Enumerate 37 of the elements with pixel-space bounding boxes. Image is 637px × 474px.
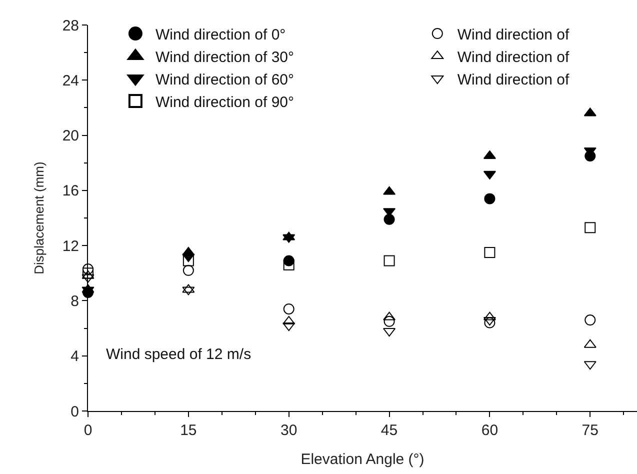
y-tick-label: 0 — [70, 403, 79, 420]
point — [384, 255, 395, 266]
point — [584, 314, 596, 326]
y-tick-label: 28 — [62, 17, 79, 34]
point — [584, 222, 596, 234]
y-tick-label: 20 — [62, 128, 79, 145]
point — [484, 246, 496, 258]
x-tick-label: 15 — [180, 422, 197, 439]
point — [82, 264, 94, 275]
legend-label: Wind direction of 30° — [155, 48, 294, 66]
legend-label: Wind direction of — [457, 71, 570, 88]
legend-label: Wind direction of 90° — [155, 94, 294, 111]
y-tick-label: 24 — [62, 72, 79, 90]
x-tick-label: 30 — [280, 422, 298, 439]
legend-label: Wind direction of 60° — [155, 71, 294, 88]
annotation: Wind speed of 12 m/s — [106, 346, 252, 363]
x-tick-label: 45 — [380, 422, 398, 439]
legend-label: Wind direction of 0° — [155, 26, 286, 44]
legend-label: Wind direction of — [457, 48, 570, 66]
point — [484, 317, 496, 328]
y-tick-label: 16 — [62, 182, 79, 200]
point — [182, 255, 194, 266]
point — [384, 214, 395, 225]
x-tick-label: 75 — [582, 422, 598, 439]
point — [182, 264, 194, 276]
point — [283, 303, 294, 314]
x-axis-title: Elevation Angle (°) — [300, 451, 424, 468]
y-tick-label: 12 — [62, 238, 79, 255]
y-tick-label: 8 — [70, 292, 79, 310]
point — [283, 259, 294, 270]
point — [384, 316, 395, 327]
legend-label: Wind direction of — [457, 26, 570, 44]
y-tick-label: 4 — [70, 348, 79, 366]
x-tick-label: 60 — [481, 422, 498, 439]
point — [484, 193, 496, 204]
y-axis-title: Displacement (mm) — [31, 162, 46, 274]
x-tick-label: 0 — [84, 422, 92, 439]
